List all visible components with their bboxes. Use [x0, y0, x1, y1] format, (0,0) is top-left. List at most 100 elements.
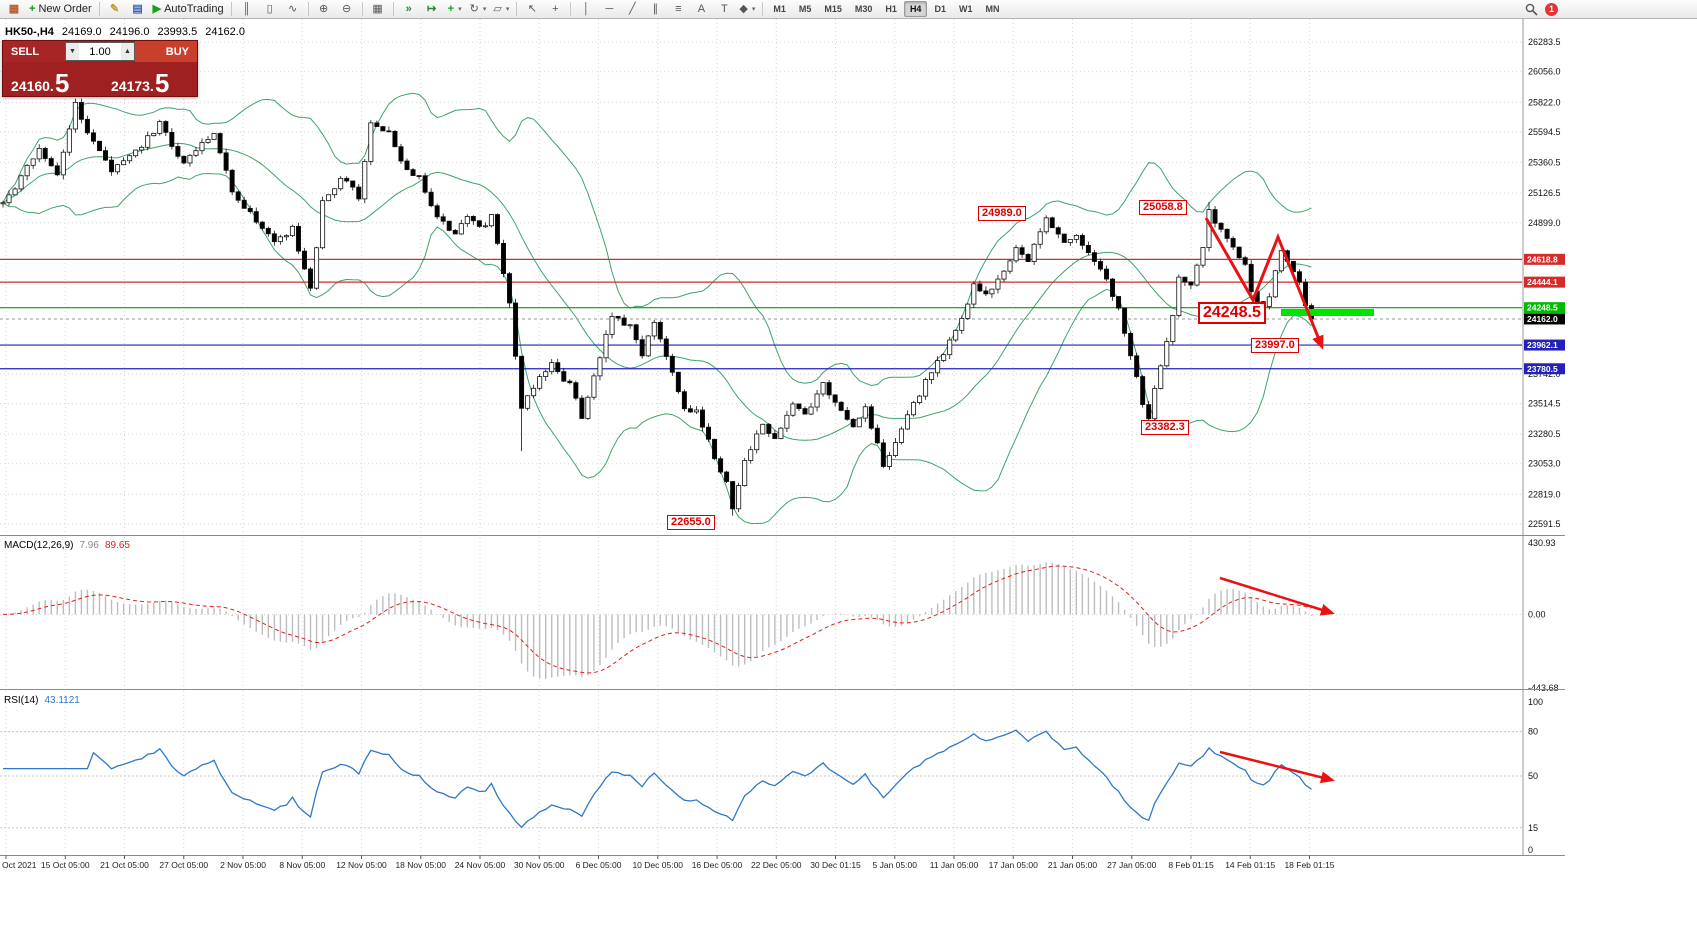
- new-order-button[interactable]: + New Order: [26, 0, 95, 18]
- volume-down-button[interactable]: ▼: [66, 43, 79, 60]
- shapes-button[interactable]: ◆ ▾: [736, 0, 758, 18]
- low-value: 23993.5: [157, 26, 198, 38]
- price-annotation[interactable]: 24989.0: [978, 206, 1026, 221]
- svg-text:22819.0: 22819.0: [1528, 489, 1561, 499]
- search-icon[interactable]: [1525, 3, 1538, 16]
- new-order-button: +: [29, 2, 36, 15]
- svg-text:0.00: 0.00: [1528, 609, 1546, 619]
- auto-scroll-icon[interactable]: »: [398, 0, 420, 18]
- svg-text:17 Jan 05:00: 17 Jan 05:00: [989, 860, 1038, 870]
- zoom-out-icon[interactable]: ⊖: [336, 0, 358, 18]
- sell-price[interactable]: 24160. 5: [11, 67, 70, 98]
- price-zigzag-arrow[interactable]: [1204, 217, 1324, 350]
- indicators-button-dropdown[interactable]: ▾: [458, 6, 462, 13]
- svg-text:14 Feb 01:15: 14 Feb 01:15: [1225, 860, 1275, 870]
- tile-windows-icon[interactable]: ▦: [367, 0, 389, 18]
- shapes-button-dropdown[interactable]: ▾: [751, 6, 756, 13]
- highlight-level-bar[interactable]: [1281, 309, 1374, 316]
- chart-grid: [0, 19, 1522, 855]
- toolbar-buttons: ▦ + New Order ✎ ▤ ▶ AutoTrading ║ ▯ ∿ ⊕ ⊖ ▦» ↦ + ▾ ↻ ▾ ▱ ▾ ↖…: [3, 0, 766, 18]
- timeframe-mn[interactable]: MN: [985, 4, 1000, 14]
- trendline-icon[interactable]: ╱: [621, 0, 643, 18]
- timeframe-h1[interactable]: H1: [885, 4, 897, 14]
- candlestick-chart-icon[interactable]: ▯: [259, 0, 281, 18]
- autotrading-button[interactable]: ▶ AutoTrading: [150, 0, 227, 18]
- svg-text:22 Dec 05:00: 22 Dec 05:00: [751, 860, 802, 870]
- timeframe-d1[interactable]: D1: [934, 4, 946, 14]
- svg-text:16 Dec 05:00: 16 Dec 05:00: [692, 860, 743, 870]
- timeframe-w1[interactable]: W1: [958, 4, 973, 14]
- price-annotation[interactable]: 23382.3: [1141, 420, 1189, 435]
- timeframe-m1[interactable]: M1: [773, 4, 786, 14]
- axis-price-tag: [1524, 339, 1565, 351]
- svg-text:26283.5: 26283.5: [1528, 37, 1561, 47]
- line-chart-icon[interactable]: ∿: [282, 0, 304, 18]
- zoom-in-icon[interactable]: ⊕: [313, 0, 335, 18]
- chart-shift-icon[interactable]: ↦: [421, 0, 443, 18]
- metaeditor-icon[interactable]: ✎: [104, 0, 126, 18]
- text-label-icon[interactable]: T: [713, 0, 735, 18]
- toolbar-separator: [762, 2, 764, 16]
- chart-window[interactable]: 26283.5 26056.0 25822.0 25594.5 25360.5 25126…: [0, 19, 1697, 940]
- periods-button[interactable]: ↻ ▾: [467, 0, 490, 18]
- axis-price-tag: [1524, 363, 1565, 375]
- data-window-icon[interactable]: ▤: [127, 0, 149, 18]
- open-value: 24169.0: [61, 26, 102, 38]
- price-annotation[interactable]: 24248.5: [1198, 302, 1266, 324]
- volume-up-button[interactable]: ▲: [121, 43, 134, 60]
- svg-text:25126.5: 25126.5: [1528, 188, 1561, 198]
- zoom-in-icon: ⊕: [319, 2, 329, 15]
- chart-ohlc-info: HK50-,H4 24169.0 24196.0 23993.5 24162.0: [5, 26, 245, 38]
- fibonacci-icon[interactable]: ≡: [667, 0, 689, 18]
- time-axis[interactable]: Oct 2021 15 Oct 05:00 21 Oct 05:00 27 Oct 0…: [2, 855, 1335, 871]
- vertical-line-icon[interactable]: │: [575, 0, 597, 18]
- macd-value: 7.96: [79, 540, 99, 551]
- text-icon: A: [697, 2, 706, 15]
- bar-chart-icon[interactable]: ║: [236, 0, 258, 18]
- price-axis[interactable]: 26283.5 26056.0 25822.0 25594.5 25360.5 25126…: [1522, 19, 1565, 855]
- main-panel: [0, 92, 1522, 525]
- svg-text:18 Nov 05:00: 18 Nov 05:00: [395, 860, 446, 870]
- svg-text:24899.0: 24899.0: [1528, 218, 1561, 228]
- templates-button[interactable]: ▱ ▾: [490, 0, 512, 18]
- price-chart[interactable]: 26283.5 26056.0 25822.0 25594.5 25360.5 25126…: [0, 19, 1565, 899]
- buy-button[interactable]: BUY: [135, 41, 197, 62]
- timeframe-m30[interactable]: M30: [854, 4, 873, 14]
- svg-text:11 Jan 05:00: 11 Jan 05:00: [930, 860, 979, 870]
- periods-button-dropdown[interactable]: ▾: [482, 6, 487, 13]
- horizontal-line-icon[interactable]: ─: [598, 0, 620, 18]
- svg-text:6 Dec 05:00: 6 Dec 05:00: [576, 860, 622, 870]
- sell-button[interactable]: SELL: [3, 41, 65, 62]
- price-annotation[interactable]: 23997.0: [1251, 338, 1299, 353]
- notification-badge[interactable]: 1: [1545, 2, 1558, 16]
- price-annotation[interactable]: 25058.8: [1139, 200, 1187, 215]
- svg-text:24618.8: 24618.8: [1527, 254, 1558, 264]
- price-annotation[interactable]: 22655.0: [667, 515, 715, 530]
- chart-window-icon[interactable]: ▦: [3, 0, 25, 18]
- trendline-icon: ╱: [629, 2, 636, 15]
- crosshair-icon[interactable]: +: [544, 0, 566, 18]
- templates-button: ▱: [493, 2, 502, 15]
- rsi-trend-arrow[interactable]: [1219, 750, 1335, 784]
- timeframe-h4[interactable]: H4: [903, 1, 928, 17]
- text-label-icon: T: [720, 2, 728, 15]
- zoom-out-icon: ⊖: [342, 2, 352, 15]
- templates-button-dropdown[interactable]: ▾: [505, 6, 510, 13]
- buy-price[interactable]: 24173. 5: [111, 67, 170, 98]
- fibonacci-icon: ≡: [675, 2, 682, 15]
- svg-text:25360.5: 25360.5: [1528, 158, 1561, 168]
- timeframe-m5[interactable]: M5: [798, 4, 812, 14]
- svg-text:30 Nov 05:00: 30 Nov 05:00: [514, 860, 565, 870]
- svg-text:15 Oct 05:00: 15 Oct 05:00: [41, 860, 90, 870]
- timeframe-m15[interactable]: M15: [824, 4, 842, 14]
- macd-trend-arrow[interactable]: [1219, 576, 1335, 616]
- svg-text:23053.0: 23053.0: [1528, 459, 1561, 469]
- cursor-icon[interactable]: ↖: [521, 0, 543, 18]
- rsi-line: [3, 729, 1312, 829]
- candlestick-chart-icon: ▯: [266, 2, 273, 15]
- text-icon[interactable]: A: [690, 0, 712, 18]
- equidistant-channel-icon[interactable]: ∥: [644, 0, 666, 18]
- svg-text:430.93: 430.93: [1528, 538, 1556, 548]
- volume-input[interactable]: [79, 43, 121, 60]
- indicators-button[interactable]: + ▾: [444, 0, 466, 18]
